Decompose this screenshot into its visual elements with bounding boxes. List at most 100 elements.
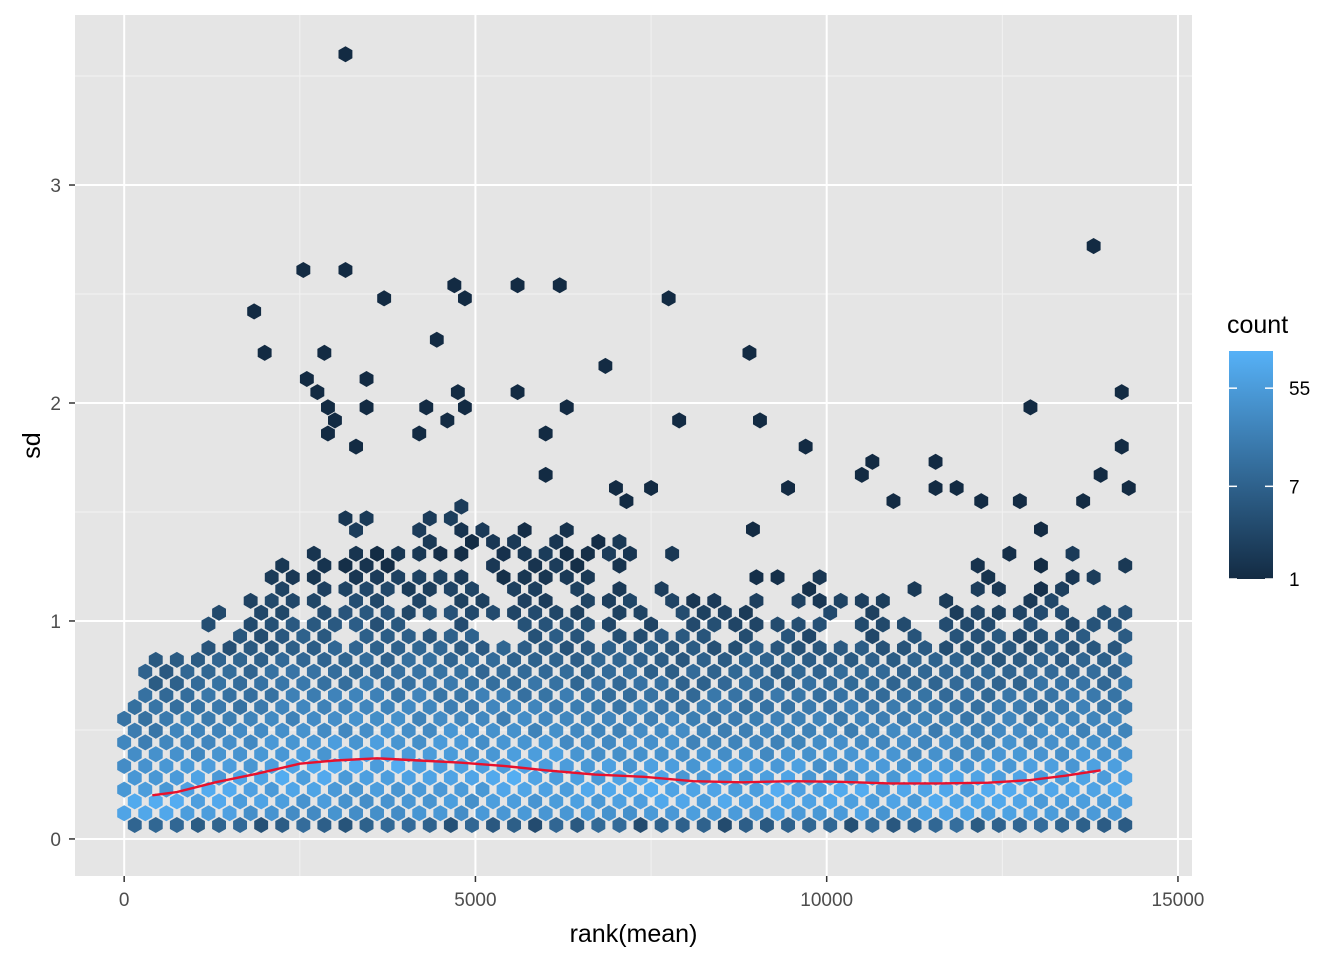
hex-bin [1002, 663, 1017, 680]
hex-bin [644, 805, 658, 822]
hex-bin [380, 557, 395, 574]
hex-bin [1055, 722, 1069, 739]
hex-bin [549, 817, 564, 833]
hex-bin [791, 781, 806, 798]
hex-bin [602, 758, 616, 774]
hex-bin [306, 734, 321, 751]
hex-bin [886, 675, 901, 692]
hex-bin [570, 746, 585, 763]
hex-bin [169, 675, 184, 692]
hex-bin [254, 746, 269, 763]
hex-bin [686, 640, 701, 657]
hex-bin [1044, 663, 1059, 680]
hex-bin [1012, 793, 1027, 810]
hex-bin [243, 805, 258, 822]
hex-bin [1076, 817, 1091, 833]
hex-bin [285, 687, 300, 704]
hex-bin [939, 758, 954, 774]
hex-bin [1034, 651, 1048, 668]
hex-bin [623, 687, 637, 704]
hex-bin [854, 663, 869, 680]
hex-bin [1086, 569, 1101, 586]
hex-bin [928, 769, 943, 786]
hex-bin [918, 640, 932, 657]
hex-bin [1002, 805, 1017, 822]
hex-bin-outlier [609, 480, 623, 496]
hex-bin [1023, 616, 1038, 633]
hex-bin [212, 793, 226, 810]
hex-bin [865, 793, 880, 810]
hex-bin [538, 640, 553, 657]
hex-bin [212, 651, 226, 668]
hex-bin [665, 734, 680, 751]
hex-bin [1065, 687, 1080, 704]
hex-bin [812, 640, 827, 657]
hex-bin [1086, 616, 1101, 633]
hex-bin [412, 758, 427, 774]
hex-bin [454, 687, 469, 704]
hex-bin [875, 805, 890, 822]
hex-bin [1012, 675, 1027, 692]
hex-bin [1076, 746, 1091, 763]
hex-bin [570, 817, 585, 833]
hex-bin [275, 604, 290, 621]
hex-bin-outlier [928, 453, 943, 470]
hex-bin [465, 699, 479, 716]
hex-bin [496, 734, 511, 751]
hex-bin [612, 581, 627, 598]
hex-bin [612, 628, 627, 645]
hex-bin [633, 699, 648, 716]
hex-bin [465, 746, 479, 763]
hex-bin [422, 793, 437, 810]
hex-bin [1012, 604, 1027, 621]
hex-bin [865, 675, 880, 692]
hex-bin [127, 793, 142, 810]
hex-bin [264, 616, 279, 633]
x-tick-label: 5000 [454, 890, 496, 911]
hex-bin [686, 734, 701, 751]
hex-bin [391, 663, 406, 680]
hex-bin [981, 734, 996, 751]
hex-bin [127, 746, 142, 763]
hex-bin [201, 758, 216, 774]
hex-bin [633, 628, 648, 645]
hex-bin [306, 592, 321, 609]
hex-bin-outlier [247, 303, 262, 320]
hex-bin [306, 781, 321, 798]
hex-bin [760, 651, 774, 668]
hex-bin [422, 604, 437, 621]
hex-bin [854, 805, 869, 822]
hex-bin [675, 722, 690, 739]
hex-bin [264, 805, 279, 822]
hex-bin [401, 604, 416, 621]
hex-bin [612, 699, 627, 716]
legend-break-label: 7 [1289, 477, 1300, 498]
hex-bin [949, 769, 964, 786]
hex-bin [380, 722, 395, 739]
hex-bin [517, 781, 532, 798]
hex-bin [233, 793, 247, 810]
hex-bin [1065, 663, 1080, 680]
hex-bin [391, 734, 406, 751]
hex-bin [939, 805, 954, 822]
hex-bin [243, 687, 258, 704]
hex-bin [981, 663, 996, 680]
hex-bin [696, 651, 711, 668]
hex-bin [349, 663, 363, 680]
hex-bin [422, 510, 437, 527]
hex-bin [528, 793, 543, 810]
hex-bin [285, 805, 300, 822]
hex-bin [528, 581, 543, 598]
hex-bin [496, 710, 511, 727]
hex-bin [1034, 699, 1048, 716]
hex-bin [1012, 722, 1027, 739]
hex-bin [370, 640, 384, 657]
hex-bin [1097, 699, 1112, 716]
hex-bin [728, 663, 743, 680]
hex-bin [570, 628, 585, 645]
hex-bin [696, 722, 711, 739]
hex-bin [707, 592, 722, 609]
hex-bin [549, 793, 564, 810]
hex-bin [749, 710, 764, 727]
